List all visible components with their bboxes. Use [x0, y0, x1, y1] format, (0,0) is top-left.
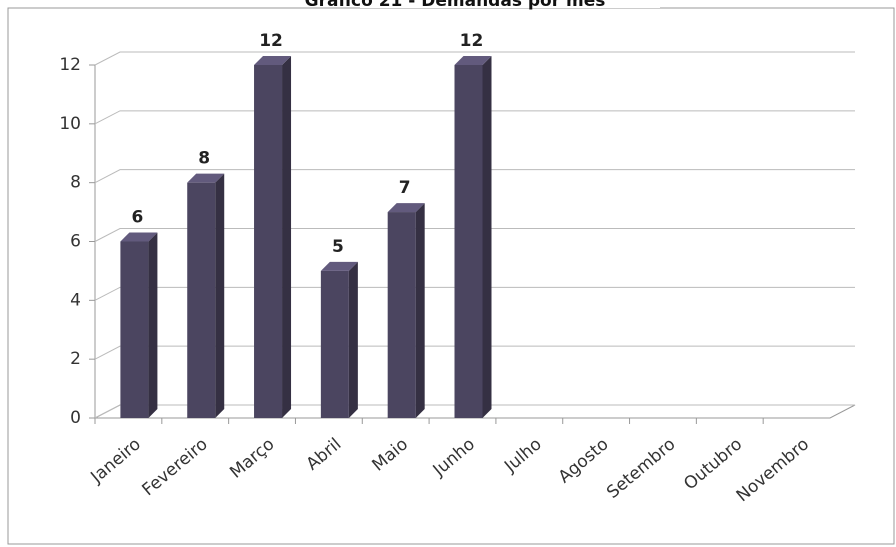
x-tick-label: Junho — [429, 434, 479, 481]
y-tick-label: 2 — [70, 349, 81, 369]
x-tick-label: Outubro — [680, 434, 746, 494]
x-tick-label: Fevereiro — [139, 434, 212, 500]
grid-line — [94, 286, 855, 301]
bar — [454, 65, 483, 418]
grid-line — [94, 404, 855, 419]
bar-top — [387, 203, 425, 213]
y-tick-label: 8 — [70, 173, 81, 193]
x-tick-label: Setembro — [603, 434, 679, 503]
grid-line — [94, 169, 855, 184]
y-tick-label: 0 — [70, 408, 81, 428]
bar-side — [348, 261, 358, 418]
chart-title: Gráfico 21 - Demandas por mês — [305, 0, 606, 11]
x-tick-label: Abril — [303, 434, 346, 474]
y-tick-label: 4 — [70, 290, 81, 310]
bar-top — [320, 261, 358, 271]
bar-side — [482, 56, 492, 418]
bar-side — [148, 232, 158, 418]
data-label: 12 — [460, 31, 484, 51]
y-tick-label: 10 — [59, 114, 81, 134]
y-tick-label: 6 — [70, 232, 81, 252]
data-label: 6 — [131, 208, 143, 228]
bar — [254, 65, 283, 418]
bar — [187, 182, 216, 418]
bar — [120, 241, 149, 418]
data-label: 5 — [332, 237, 344, 257]
grid-line — [94, 51, 855, 66]
bar-side — [215, 173, 225, 418]
bar-top — [254, 56, 292, 65]
bar — [387, 212, 416, 418]
bar — [320, 270, 349, 418]
bar-top — [454, 56, 492, 65]
grid-line — [94, 345, 855, 360]
bar-side — [282, 56, 292, 418]
x-tick-label: Julho — [500, 434, 546, 477]
y-tick-label: 12 — [59, 55, 81, 75]
x-tick-label: Novembro — [733, 434, 813, 506]
x-tick-label: Agosto — [555, 434, 613, 487]
data-label: 8 — [198, 149, 210, 169]
x-tick-label: Janeiro — [86, 434, 144, 488]
x-tick-label: Março — [226, 434, 278, 482]
x-tick-label: Maio — [368, 434, 412, 475]
data-label: 7 — [399, 178, 411, 198]
grid-line — [94, 110, 855, 125]
bar-top — [120, 232, 158, 242]
grid-line — [94, 228, 855, 242]
data-label: 12 — [259, 31, 283, 51]
title-backdrop — [360, 0, 660, 8]
bar-top — [187, 173, 225, 183]
bar-side — [415, 203, 425, 418]
